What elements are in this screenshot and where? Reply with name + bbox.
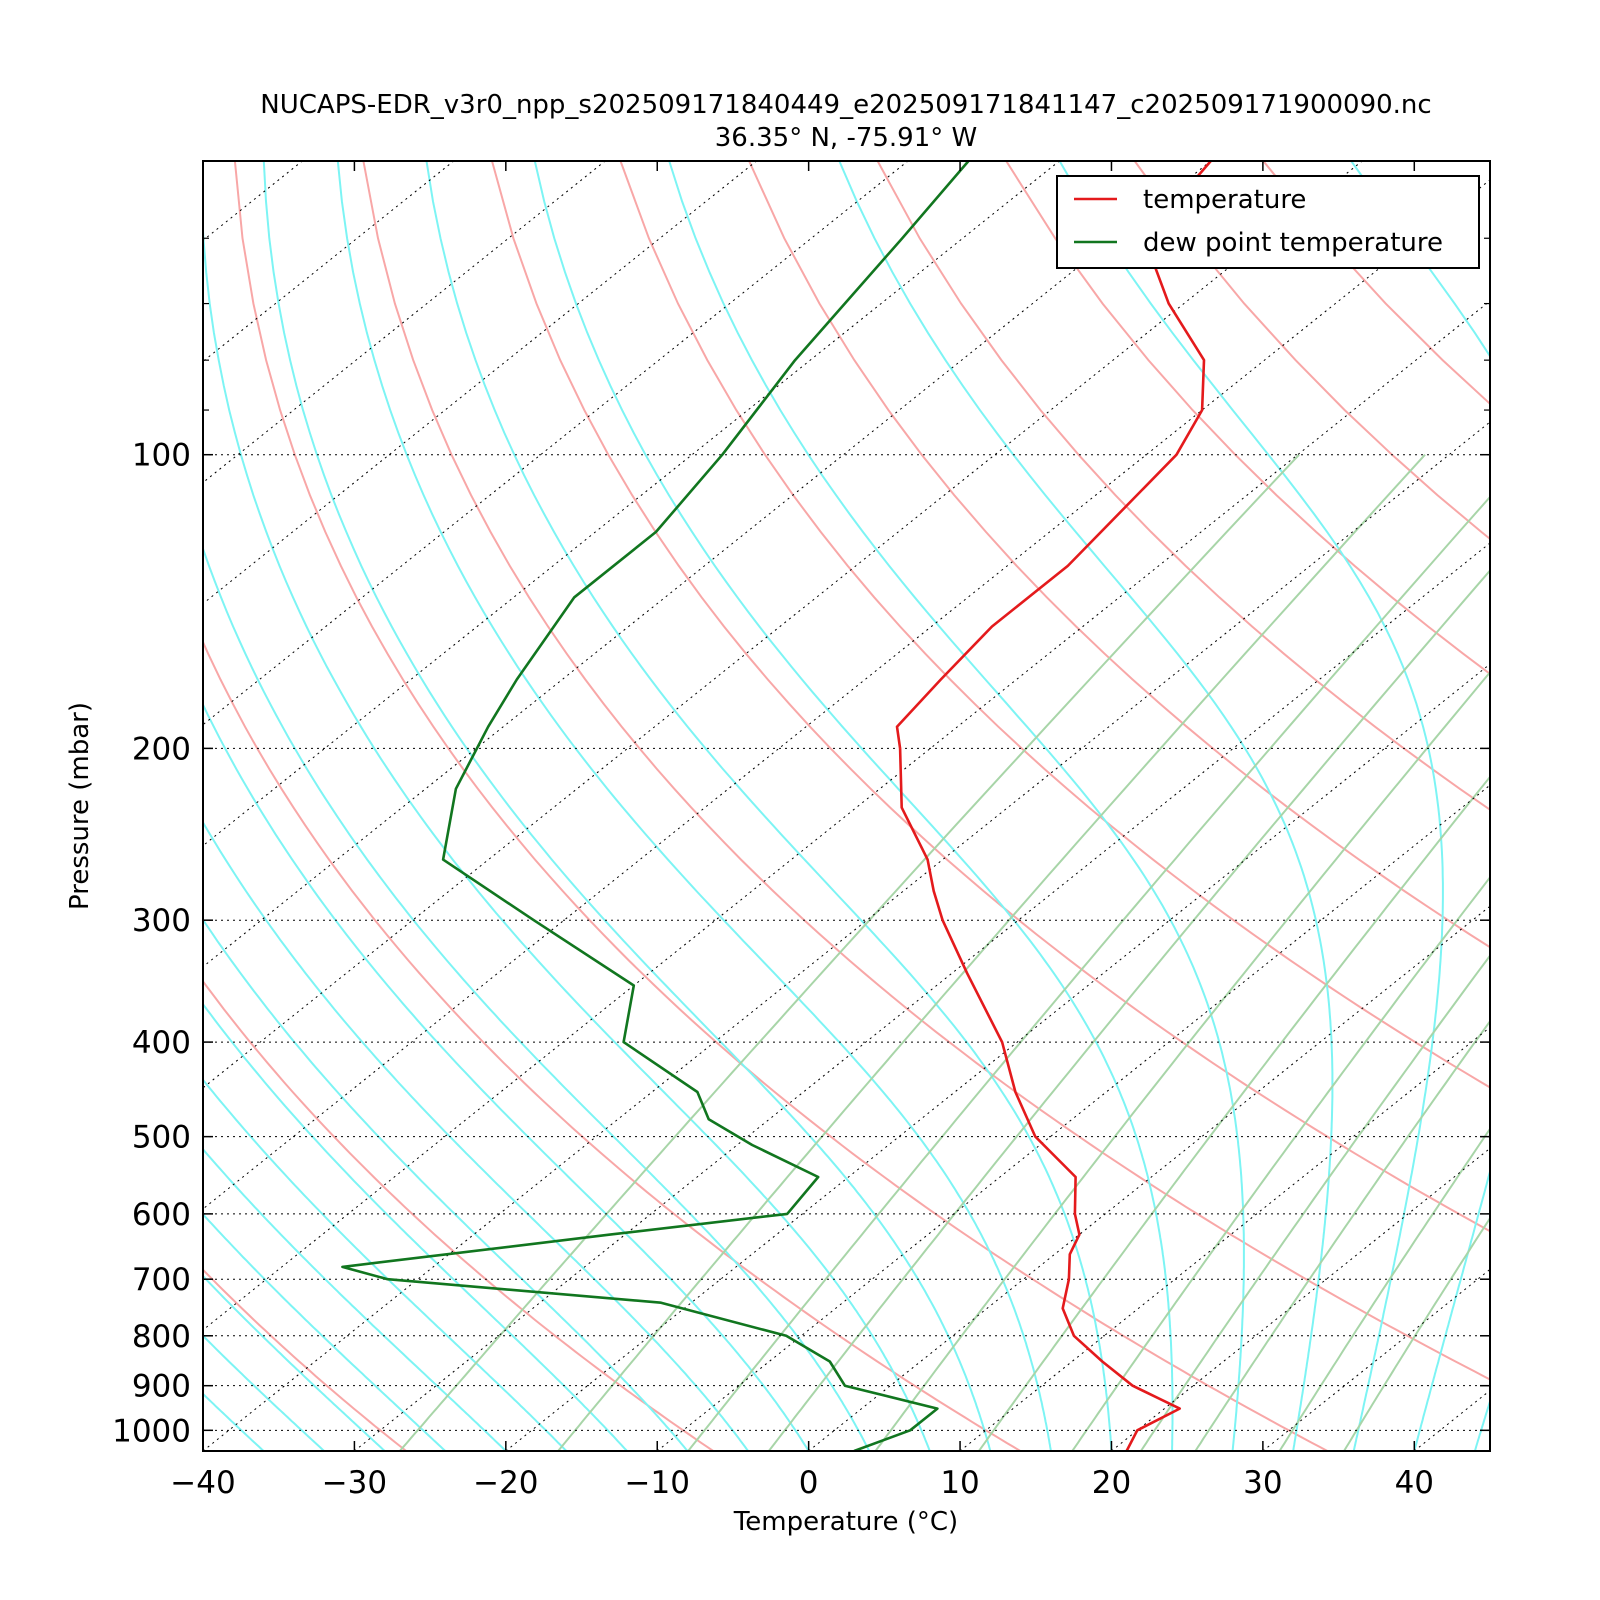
moist-adiabat-line bbox=[203, 1002, 628, 1451]
isotherm-line bbox=[203, 161, 1363, 1089]
plot-frame bbox=[202, 160, 1491, 1452]
legend-temperature-label: temperature bbox=[1143, 185, 1306, 215]
chart-subtitle: 36.35° N, -75.91° W bbox=[715, 123, 977, 153]
isotherm-line bbox=[203, 421, 1490, 1451]
mixing-ratio-line bbox=[978, 775, 1490, 1451]
dry-adiabat-line bbox=[748, 161, 1490, 949]
y-tick-label: 800 bbox=[132, 1319, 191, 1355]
x-tick-label: −20 bbox=[473, 1465, 538, 1501]
isotherm-line bbox=[203, 300, 1490, 1331]
moist-adiabat-line bbox=[203, 1392, 265, 1451]
moist-adiabat-line bbox=[203, 209, 931, 1451]
moist-adiabat-line bbox=[203, 1078, 568, 1451]
x-tick-label: −30 bbox=[322, 1465, 387, 1501]
moist-adiabat-line bbox=[203, 1274, 386, 1451]
dry-adiabat-line bbox=[619, 161, 1490, 1089]
dewpoint-line bbox=[341, 161, 970, 1451]
mixing-ratio-line bbox=[687, 495, 1490, 1451]
axes: −40 −30 −20 −10 0 10 20 30 40 100 200 300 400 500 600 7… bbox=[112, 160, 1490, 1501]
y-tick-label: 1000 bbox=[112, 1413, 191, 1449]
dry-adiabat-line bbox=[1262, 161, 1490, 406]
isotherm-line bbox=[656, 784, 1490, 1451]
y-tick-label: 100 bbox=[132, 438, 191, 474]
data-lines bbox=[341, 161, 1212, 1451]
dry-adiabat-line bbox=[1133, 161, 1490, 541]
y-tick-label: 600 bbox=[132, 1197, 191, 1233]
moist-adiabat-line bbox=[203, 702, 810, 1451]
isotherm-line bbox=[203, 161, 1212, 968]
moist-adiabat-line bbox=[1535, 161, 1600, 1451]
isotherm-line bbox=[1413, 1389, 1490, 1451]
y-axis-label: Pressure (mbar) bbox=[65, 702, 95, 910]
moist-adiabat-line bbox=[425, 161, 1113, 1451]
dry-adiabat-line bbox=[491, 161, 1490, 1233]
mixing-ratio-line bbox=[557, 454, 1426, 1451]
dry-adiabat-line bbox=[203, 979, 714, 1451]
y-tick-label: 300 bbox=[132, 903, 191, 939]
isotherm-line bbox=[203, 161, 1060, 847]
dry-adiabat-line bbox=[876, 161, 1490, 811]
x-tick-label: 0 bbox=[799, 1465, 819, 1501]
isotherm-line bbox=[959, 1026, 1490, 1451]
legend-box bbox=[1056, 175, 1480, 269]
dry-adiabat-line bbox=[233, 161, 1328, 1451]
isotherm-line bbox=[203, 179, 1490, 1210]
moist-adiabat-line bbox=[1350, 161, 1490, 1451]
mixing-ratio-line bbox=[874, 670, 1490, 1451]
y-tick-label: 500 bbox=[132, 1120, 191, 1156]
x-tick-label: 20 bbox=[1092, 1465, 1131, 1501]
moist-adiabat-line bbox=[203, 1147, 507, 1451]
moist-adiabat-line bbox=[1473, 1398, 1490, 1451]
x-tick-label: −40 bbox=[170, 1465, 235, 1501]
x-tick-label: 30 bbox=[1243, 1465, 1282, 1501]
isotherm-line bbox=[1111, 1147, 1490, 1451]
dry-adiabat-line bbox=[1005, 161, 1490, 676]
mixing-ratio-line bbox=[1140, 953, 1490, 1451]
isotherm-line bbox=[1262, 1268, 1490, 1451]
mixing-ratio-line bbox=[1278, 1127, 1490, 1451]
legend: temperature dew point temperature bbox=[1056, 175, 1480, 269]
moist-adiabat-line bbox=[203, 1334, 325, 1451]
moist-adiabat-line bbox=[336, 161, 1052, 1451]
moist-adiabat-line bbox=[262, 161, 992, 1451]
y-tick-label: 400 bbox=[132, 1025, 191, 1061]
background-reference-lines bbox=[203, 161, 1600, 1451]
dry-adiabat-line bbox=[203, 639, 1021, 1451]
mixing-ratio-line bbox=[1343, 1216, 1490, 1451]
x-axis-label: Temperature (°C) bbox=[733, 1507, 958, 1537]
y-tick-label: 700 bbox=[132, 1262, 191, 1298]
mixing-ratio-line bbox=[1071, 875, 1490, 1451]
x-tick-label: 10 bbox=[940, 1465, 979, 1501]
mixing-ratio-line bbox=[768, 569, 1490, 1451]
y-tick-label: 200 bbox=[132, 731, 191, 767]
isotherm-line bbox=[808, 905, 1490, 1451]
x-tick-label: 40 bbox=[1395, 1465, 1434, 1501]
moist-adiabat-line bbox=[203, 918, 689, 1451]
moist-adiabat-line bbox=[1058, 161, 1444, 1451]
moist-adiabat-line bbox=[668, 161, 1245, 1451]
x-tick-label: −10 bbox=[625, 1465, 690, 1501]
chart-title: NUCAPS-EDR_v3r0_npp_s202509171840449_e20… bbox=[260, 90, 1431, 120]
isotherm-line bbox=[1566, 161, 1600, 1451]
isotherm-line bbox=[203, 161, 757, 605]
moist-adiabat-line bbox=[533, 161, 1174, 1451]
mixing-ratio-line bbox=[1194, 1019, 1490, 1451]
isotherm-line bbox=[354, 542, 1490, 1451]
moist-adiabat-line bbox=[203, 820, 749, 1451]
legend-dewpoint-label: dew point temperature bbox=[1143, 228, 1443, 258]
y-tick-label: 900 bbox=[132, 1369, 191, 1405]
dry-adiabat-line bbox=[362, 161, 1490, 1381]
moist-adiabat-line bbox=[203, 1212, 446, 1451]
temperature-line bbox=[895, 161, 1212, 1451]
dry-adiabat-line bbox=[203, 1268, 407, 1451]
isotherm-line bbox=[505, 663, 1490, 1451]
